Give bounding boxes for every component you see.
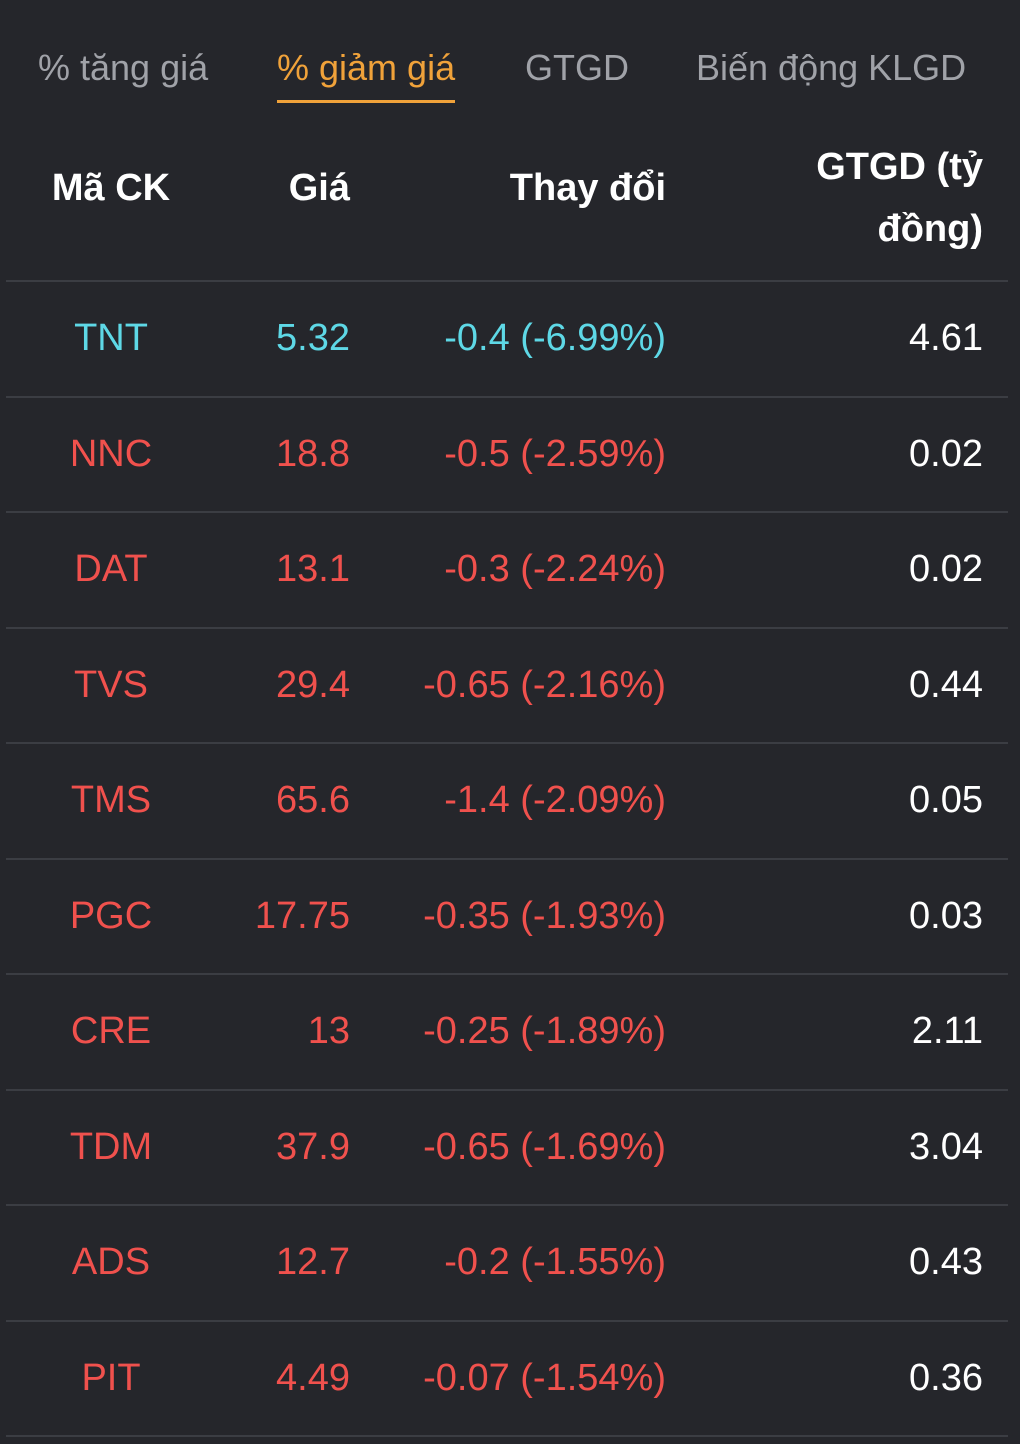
tab-label: % giảm giá: [277, 47, 456, 88]
trading-value: 0.02: [909, 432, 983, 475]
trading-value: 2.11: [911, 1010, 983, 1052]
stock-price: 29.4: [276, 663, 350, 706]
stock-price: 18.8: [276, 432, 350, 475]
tab-trading-value[interactable]: GTGD: [525, 46, 629, 90]
table-row[interactable]: TDM 37.9 -0.65 (-1.69%) 3.04: [6, 1091, 1008, 1206]
price-change: -0.65 (-1.69%): [423, 1125, 666, 1168]
stock-code: TDM: [69, 1125, 153, 1168]
table-row[interactable]: NNC 18.8 -0.5 (-2.59%) 0.02: [6, 398, 1008, 513]
column-header-change[interactable]: Thay đổi: [509, 167, 666, 209]
trading-value: 0.03: [909, 894, 983, 937]
price-change: -0.35 (-1.93%): [423, 894, 666, 937]
table-row[interactable]: DAT 13.1 -0.3 (-2.24%) 0.02: [6, 513, 1008, 629]
stock-price: 37.9: [276, 1125, 350, 1168]
price-change: -1.4 (-2.09%): [444, 779, 666, 821]
tab-label: % tăng giá: [38, 47, 209, 88]
stock-price: 13: [307, 1010, 350, 1052]
price-change: -0.65 (-2.16%): [423, 663, 666, 706]
stock-price: 65.6: [276, 779, 350, 821]
price-change: -0.4 (-6.99%): [444, 317, 666, 359]
table-row[interactable]: PGC 17.75 -0.35 (-1.93%) 0.03: [6, 860, 1008, 975]
stock-price: 4.49: [276, 1356, 350, 1399]
column-header-value-line2: đồng): [877, 208, 983, 250]
stock-code: NNC: [69, 432, 153, 475]
tab-bar: % tăng giá % giảm giá GTGD Biến động KLG…: [0, 0, 1020, 130]
stock-code: TNT: [74, 317, 148, 359]
tab-label: Biến động KLGD: [696, 47, 967, 88]
price-change: -0.25 (-1.89%): [423, 1010, 666, 1052]
table-row[interactable]: PIT 4.49 -0.07 (-1.54%) 0.36: [6, 1322, 1008, 1437]
price-change: -0.3 (-2.24%): [444, 548, 666, 590]
trading-value: 3.04: [909, 1125, 983, 1168]
table-row[interactable]: TNT 5.32 -0.4 (-6.99%) 4.61: [6, 282, 1008, 398]
trading-value: 0.43: [909, 1241, 983, 1283]
column-header-code[interactable]: Mã CK: [51, 167, 171, 209]
tab-top-gainers[interactable]: % tăng giá: [38, 46, 208, 90]
stock-price: 13.1: [276, 548, 350, 590]
price-change: -0.07 (-1.54%): [423, 1356, 666, 1399]
table-row[interactable]: CRE 13 -0.25 (-1.89%) 2.11: [6, 975, 1008, 1091]
tab-volume-change[interactable]: Biến động KLGD: [696, 46, 966, 90]
active-tab-indicator: [277, 100, 456, 103]
table-header: Mã CK Giá Thay đổi GTGD (tỷ đồng): [6, 130, 1008, 282]
stock-price: 17.75: [254, 894, 350, 937]
table-row[interactable]: TMS 65.6 -1.4 (-2.09%) 0.05: [6, 744, 1008, 860]
tab-top-losers[interactable]: % giảm giá: [277, 46, 456, 103]
trading-value: 0.36: [909, 1356, 983, 1399]
stock-code: TMS: [70, 779, 152, 821]
stock-code: TVS: [74, 663, 148, 706]
stock-code: ADS: [71, 1241, 151, 1283]
column-header-price[interactable]: Giá: [288, 167, 350, 209]
table-body: TNT 5.32 -0.4 (-6.99%) 4.61 NNC 18.8 -0.…: [0, 282, 1020, 1437]
trading-value: 0.05: [909, 779, 983, 821]
price-change: -0.5 (-2.59%): [444, 432, 666, 475]
tab-label: GTGD: [525, 47, 629, 88]
stock-code: PGC: [69, 894, 153, 937]
column-header-value[interactable]: GTGD (tỷ đồng): [753, 136, 983, 260]
stock-price: 5.32: [276, 317, 350, 359]
trading-value: 0.44: [909, 663, 983, 706]
stock-code: CRE: [70, 1010, 152, 1052]
table-row[interactable]: TVS 29.4 -0.65 (-2.16%) 0.44: [6, 629, 1008, 744]
table-row[interactable]: ADS 12.7 -0.2 (-1.55%) 0.43: [6, 1206, 1008, 1322]
trading-value: 4.61: [909, 317, 983, 359]
trading-value: 0.02: [909, 548, 983, 590]
stock-price: 12.7: [276, 1241, 350, 1283]
price-change: -0.2 (-1.55%): [444, 1241, 666, 1283]
stock-code: DAT: [74, 548, 148, 590]
stock-table: Mã CK Giá Thay đổi GTGD (tỷ đồng) TNT 5.…: [0, 130, 1020, 1437]
stock-code: PIT: [81, 1356, 141, 1399]
column-header-value-line1: GTGD (tỷ: [816, 146, 983, 188]
